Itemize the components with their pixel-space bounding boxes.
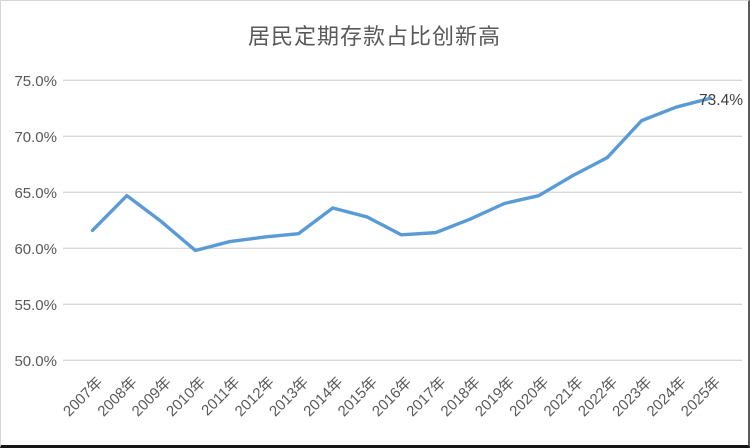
x-axis-tick-label: 2025年: [678, 374, 724, 420]
y-axis-tick-label: 65.0%: [14, 185, 57, 202]
deposit-ratio-series-line: [90, 96, 712, 253]
y-axis-tick-label: 60.0%: [14, 241, 57, 258]
x-axis-tick-label: 2010年: [163, 374, 209, 420]
y-axis-tick-label: 75.0%: [14, 73, 57, 90]
y-axis-tick-label: 55.0%: [14, 297, 57, 314]
y-axis-tick-label: 70.0%: [14, 129, 57, 146]
y-axis-tick-label: 50.0%: [14, 353, 57, 370]
last-point-data-label: 73.4%: [699, 92, 743, 109]
chart-title: 居民定期存款占比创新高: [247, 24, 501, 49]
